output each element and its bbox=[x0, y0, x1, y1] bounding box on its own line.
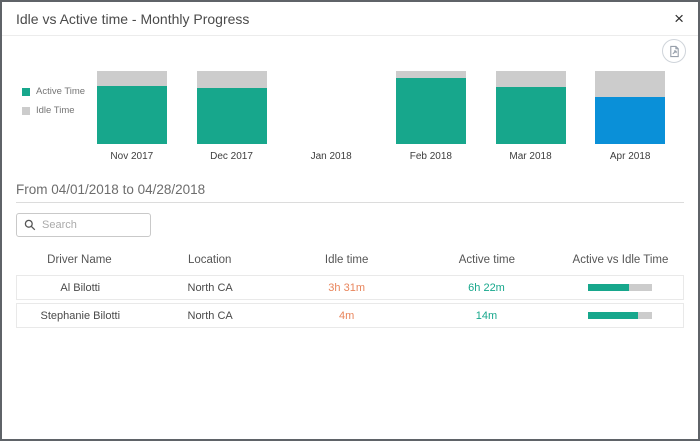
idle-segment bbox=[196, 71, 267, 88]
month-label: Apr 2018 bbox=[609, 151, 651, 162]
month-label: Feb 2018 bbox=[409, 151, 452, 162]
export-chart-button[interactable] bbox=[662, 39, 686, 63]
drivers-table: Driver Name Location Idle time Active ti… bbox=[16, 250, 684, 328]
idle-segment bbox=[595, 71, 666, 98]
col-idle-time: Idle time bbox=[324, 254, 369, 266]
cell-idle-time: 3h 31m bbox=[328, 281, 365, 294]
month-bar-nov-2017[interactable] bbox=[96, 71, 167, 144]
month-slot: Jan 2018 bbox=[281, 71, 381, 162]
close-icon[interactable]: × bbox=[674, 9, 684, 28]
month-bar-feb-2018[interactable] bbox=[395, 71, 466, 144]
col-active-vs-idle: Active vs Idle Time bbox=[572, 254, 669, 266]
active-segment bbox=[495, 87, 566, 144]
cell-driver-name: Al Bilotti bbox=[60, 281, 101, 294]
active-segment bbox=[96, 85, 167, 144]
month-bar-apr-2018[interactable] bbox=[595, 71, 666, 144]
chart-legend: Active Time Idle Time bbox=[22, 86, 85, 124]
month-slot: Mar 2018 bbox=[481, 71, 581, 162]
chart-section: Active Time Idle Time Nov 2017 Dec 2017 Ja… bbox=[2, 36, 698, 167]
active-segment bbox=[196, 87, 267, 144]
cell-location: North CA bbox=[187, 281, 233, 294]
cell-active-time: 6h 22m bbox=[468, 281, 505, 294]
active-time-swatch bbox=[22, 87, 30, 96]
active-vs-idle-bar bbox=[587, 284, 652, 291]
active-vs-idle-bar bbox=[587, 312, 652, 319]
month-slot: Apr 2018 bbox=[580, 71, 680, 162]
chart-bars: Nov 2017 Dec 2017 Jan 2018 Feb 2018 Mar 2018… bbox=[82, 71, 680, 162]
cell-driver-name: Stephanie Bilotti bbox=[40, 309, 121, 322]
legend-label-idle: Idle Time bbox=[36, 105, 75, 116]
idle-segment bbox=[395, 71, 466, 78]
month-label: Mar 2018 bbox=[509, 151, 552, 162]
month-slot: Nov 2017 bbox=[82, 71, 182, 162]
col-location: Location bbox=[187, 254, 232, 266]
idle-time-swatch bbox=[22, 106, 30, 115]
month-slot: Feb 2018 bbox=[381, 71, 481, 162]
cell-idle-time: 4m bbox=[339, 309, 355, 322]
dialog-title: Idle vs Active time - Monthly Progress bbox=[16, 10, 250, 27]
col-active-time: Active time bbox=[458, 254, 516, 266]
table-row[interactable]: Stephanie Bilotti North CA 4m 14m bbox=[16, 303, 684, 328]
legend-item-idle-time[interactable]: Idle Time bbox=[22, 105, 85, 116]
cell-active-vs-idle bbox=[556, 284, 683, 291]
active-segment bbox=[595, 97, 666, 144]
col-driver-name: Driver Name bbox=[47, 254, 112, 266]
legend-item-active-time[interactable]: Active Time bbox=[22, 86, 85, 97]
dialog-header: Idle vs Active time - Monthly Progress × bbox=[2, 2, 698, 36]
month-bar-dec-2017[interactable] bbox=[196, 71, 267, 144]
idle-segment bbox=[495, 71, 566, 88]
active-portion-fill bbox=[587, 284, 629, 291]
table-header-row: Driver Name Location Idle time Active ti… bbox=[16, 250, 684, 275]
month-slot: Dec 2017 bbox=[182, 71, 282, 162]
active-segment bbox=[395, 77, 466, 144]
month-label: Dec 2017 bbox=[210, 151, 253, 162]
period-label: From 04/01/2018 to 04/28/2018 bbox=[16, 167, 684, 203]
export-image-icon bbox=[668, 45, 681, 58]
search-input[interactable] bbox=[42, 219, 143, 231]
idle-segment bbox=[96, 71, 167, 86]
table-row[interactable]: Al Bilotti North CA 3h 31m 6h 22m bbox=[16, 275, 684, 300]
cell-location: North CA bbox=[187, 309, 233, 322]
search-icon bbox=[24, 219, 36, 231]
cell-active-vs-idle bbox=[556, 312, 683, 319]
search-box bbox=[16, 213, 151, 237]
month-label: Nov 2017 bbox=[110, 151, 154, 162]
month-label: Jan 2018 bbox=[310, 151, 352, 162]
cell-active-time: 14m bbox=[475, 309, 498, 322]
table-body: Al Bilotti North CA 3h 31m 6h 22m Stephanie … bbox=[16, 275, 684, 328]
active-portion-fill bbox=[587, 312, 638, 319]
month-bar-mar-2018[interactable] bbox=[495, 71, 566, 144]
legend-label-active: Active Time bbox=[36, 86, 86, 97]
